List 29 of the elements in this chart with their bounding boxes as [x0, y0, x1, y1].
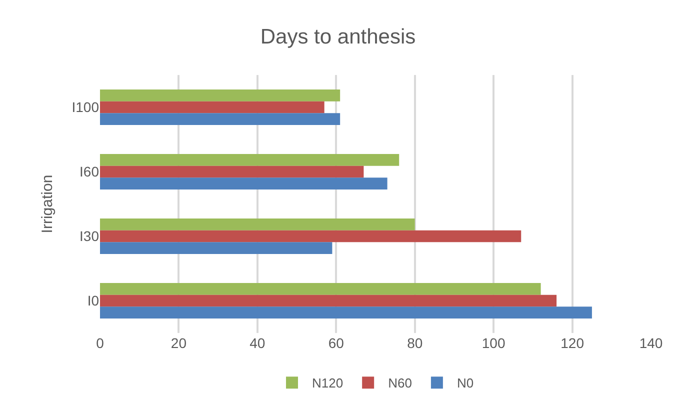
- legend-label: N0: [456, 376, 474, 391]
- x-tick-label: 40: [250, 335, 266, 351]
- x-tick-label: 120: [560, 335, 584, 351]
- bar: [100, 294, 557, 307]
- x-tick-label: 100: [482, 335, 506, 351]
- bar: [100, 166, 364, 178]
- y-tick-label: I60: [80, 164, 100, 180]
- bar: [100, 154, 400, 166]
- y-tick-label: I0: [87, 292, 100, 309]
- y-axis-title: Irrigation: [39, 174, 56, 234]
- bar: [100, 90, 340, 102]
- bar: [100, 306, 592, 318]
- legend-label: N60: [388, 376, 412, 391]
- bar: [100, 113, 340, 125]
- chart-title: Days to anthesis: [260, 25, 416, 48]
- bar: [100, 230, 522, 242]
- legend-label: N120: [312, 376, 344, 391]
- bar: [100, 283, 541, 295]
- bar: [100, 242, 332, 254]
- bar: [100, 101, 324, 114]
- y-tick-label: I30: [80, 228, 100, 244]
- x-tick-label: 140: [639, 335, 663, 351]
- x-tick-label: 80: [407, 335, 423, 351]
- x-tick-label: 0: [96, 335, 104, 351]
- bar: [100, 218, 415, 230]
- bar: [100, 178, 388, 190]
- y-tick-label: I100: [72, 99, 100, 116]
- x-tick-label: 60: [328, 335, 344, 351]
- x-tick-label: 20: [170, 335, 187, 351]
